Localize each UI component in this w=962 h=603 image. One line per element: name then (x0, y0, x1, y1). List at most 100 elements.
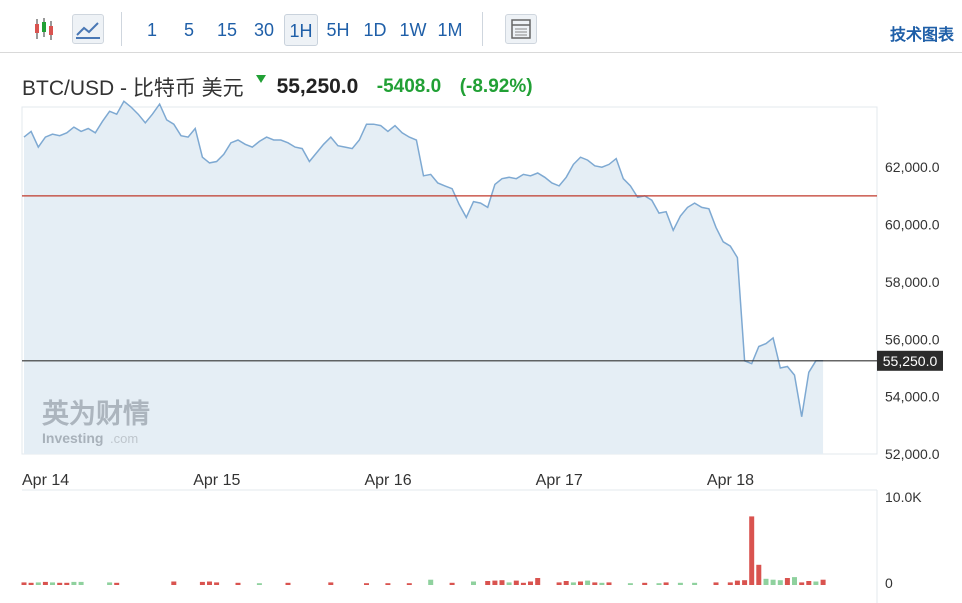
volume-bar (770, 579, 776, 585)
y-tick-label: 62,000.0 (885, 159, 940, 175)
y-tick-label: 58,000.0 (885, 274, 940, 290)
volume-bar (428, 579, 434, 585)
down-arrow-icon (256, 75, 267, 83)
volume-bar (570, 582, 576, 585)
volume-bar (256, 583, 262, 585)
volume-bar (656, 583, 662, 585)
volume-bar (364, 583, 369, 585)
quote-header: BTC/USD - 比特币 美元 55,250.0 -5408.0 (-8.92… (22, 72, 533, 102)
volume-bar (107, 582, 113, 585)
volume-bar (692, 582, 698, 585)
volume-bar (328, 582, 334, 585)
volume-bar (578, 581, 583, 585)
volume-bar (627, 583, 633, 585)
timeframe-1w[interactable]: 1W (399, 20, 427, 40)
price-change-percent: (-8.92%) (459, 76, 533, 97)
volume-bar (713, 582, 719, 585)
volume-bar (385, 583, 391, 585)
y-tick-label: 56,000.0 (885, 331, 940, 347)
volume-bar (535, 578, 541, 585)
watermark-cn: 英为财情 (42, 399, 150, 429)
volume-bar (606, 582, 612, 585)
technical-chart-link[interactable]: 技术图表 (889, 27, 954, 44)
volume-bar (642, 582, 648, 585)
timeframe-30[interactable]: 30 (253, 20, 275, 40)
timeframe-1m[interactable]: 1M (437, 20, 463, 40)
volume-bar (114, 582, 120, 585)
volume-bar (556, 582, 562, 585)
volume-bar (513, 580, 519, 585)
volume-bar (663, 582, 669, 585)
x-tick-label: Apr 14 (22, 472, 69, 489)
volume-bar (727, 582, 733, 585)
volume-bar (28, 582, 34, 585)
timeframe-5[interactable]: 5 (183, 20, 194, 40)
x-tick-label: Apr 17 (536, 472, 583, 489)
volume-bar (813, 581, 819, 585)
toolbar-divider (121, 12, 122, 46)
volume-bar (42, 581, 48, 585)
volume-bar (784, 578, 790, 585)
table-icon[interactable] (505, 14, 537, 44)
timeframe-15[interactable]: 15 (216, 20, 238, 40)
candlestick-icon[interactable] (30, 14, 60, 44)
volume-bar (792, 577, 797, 585)
timeframe-1h[interactable]: 1H (284, 14, 318, 46)
volume-bar (520, 582, 526, 585)
volume-bar (485, 581, 491, 585)
price-line[interactable] (23, 100, 824, 417)
volume-bar (35, 582, 41, 585)
volume-bar (449, 582, 455, 585)
chart-toolbar: 1 5 15 30 1H 5H 1D 1W 1M 技术图表 (0, 0, 962, 53)
volume-bar (406, 583, 412, 585)
volume-bar (214, 582, 220, 585)
volume-tick-label: 0 (885, 575, 893, 591)
volume-bar (777, 580, 783, 585)
current-price-label: 55,250.0 (883, 353, 938, 369)
volume-bar (820, 579, 826, 585)
volume-tick-label: 10.0K (885, 489, 922, 505)
volume-bar (799, 582, 805, 585)
y-tick-label: 52,000.0 (885, 446, 940, 462)
investing-watermark: 英为财情 Investing .com (42, 399, 150, 446)
volume-bar (528, 581, 533, 585)
volume-bar (171, 581, 177, 585)
volume-bar (78, 581, 84, 585)
volume-bar (207, 581, 212, 585)
volume-bar (57, 582, 63, 585)
last-price: 55,250.0 (276, 75, 359, 98)
volume-bar (492, 580, 498, 585)
price-change: -5408.0 (376, 76, 442, 97)
volume-bar (285, 582, 291, 585)
volume-bar (806, 581, 812, 585)
x-tick-label: Apr 15 (193, 472, 240, 489)
volume-bar (563, 581, 569, 585)
volume-bar (199, 581, 205, 585)
volume-bar (71, 581, 77, 585)
volume-bar (749, 516, 755, 585)
y-tick-label: 60,000.0 (885, 217, 940, 233)
timeframe-1d[interactable]: 1D (363, 20, 387, 40)
pair-title: BTC/USD - 比特币 美元 (22, 77, 244, 100)
volume-bar (734, 580, 740, 585)
x-tick-label: Apr 16 (364, 472, 411, 489)
volume-bar (471, 581, 476, 585)
watermark-en: Investing (42, 430, 103, 446)
current-price-label-bg (877, 350, 943, 371)
volume-bar (50, 582, 55, 585)
price-area-fill (24, 101, 824, 455)
timeframe-5h[interactable]: 5H (326, 20, 350, 40)
volume-bar (64, 582, 70, 585)
volume-bar (756, 564, 762, 585)
watermark-suffix: .com (110, 431, 138, 446)
volume-bar (763, 578, 769, 585)
volume-bar (499, 580, 505, 585)
line-chart-icon[interactable] (72, 14, 104, 44)
volume-bar (742, 580, 748, 585)
volume-bar (599, 582, 605, 585)
volume-bar (506, 582, 512, 585)
timeframe-1[interactable]: 1 (146, 20, 157, 40)
x-tick-label: Apr 18 (707, 472, 754, 489)
volume-bar (592, 582, 598, 585)
